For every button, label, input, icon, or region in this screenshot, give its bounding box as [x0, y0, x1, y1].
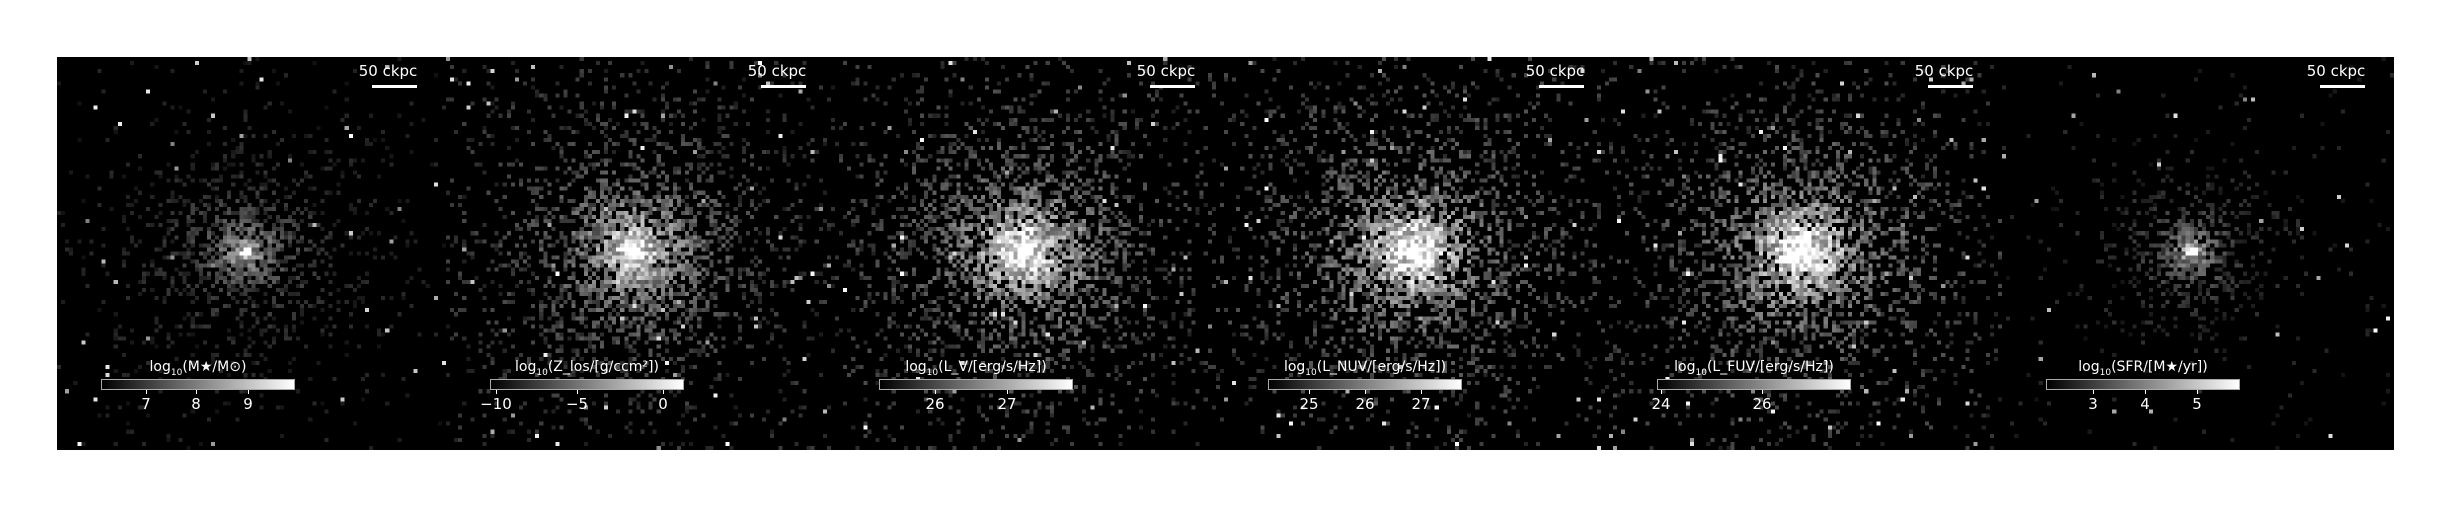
scale-bar-label: 50 ckpc — [1136, 62, 1196, 80]
scale-bar — [761, 85, 806, 88]
colorbar: log10(L_NUV/[erg/s/Hz]) 25 26 27 — [1268, 359, 1462, 419]
colorbar-gradient — [1268, 379, 1462, 390]
stellar-mass-map-panel: 50 ckpc log10(M★/M⊙) 7 8 9 — [57, 57, 446, 450]
scale-bar — [1539, 85, 1584, 88]
v-band-luminosity-map-panel: 50 ckpc log10(L_V/[erg/s/Hz]) 26 27 — [835, 57, 1224, 450]
scale-bar — [1150, 85, 1195, 88]
colorbar-title: log10(L_FUV/[erg/s/Hz]) — [1657, 359, 1851, 378]
colorbar-tick-mark — [248, 390, 249, 394]
colorbar-tick-label: 27 — [997, 395, 1017, 413]
colorbar-tick-mark — [663, 390, 664, 394]
colorbar-tick-mark — [1365, 390, 1366, 394]
scale-bar — [2320, 85, 2365, 88]
colorbar-title-prefix: log — [1674, 359, 1696, 375]
colorbar-tick-label: 26 — [1752, 395, 1772, 413]
colorbar: log10(L_FUV/[erg/s/Hz]) 24 26 — [1651, 359, 1851, 419]
colorbar-tick-mark — [146, 390, 147, 394]
scale-bar-label: 50 ckpc — [747, 62, 807, 80]
colorbar-tick-mark — [2145, 390, 2146, 394]
colorbar-tick-mark — [1309, 390, 1310, 394]
colorbar-title: log10(L_NUV/[erg/s/Hz]) — [1268, 359, 1462, 378]
fuv-luminosity-map-panel: 50 ckpc log10(L_FUV/[erg/s/Hz]) 24 26 — [1613, 57, 2002, 450]
colorbar-tick-label: 0 — [658, 395, 668, 413]
colorbar-tick-mark — [1762, 390, 1763, 394]
colorbar-title-rest: (L_NUV/[erg/s/Hz]) — [1316, 359, 1447, 375]
colorbar-gradient — [2046, 379, 2240, 390]
colorbar-gradient — [101, 379, 295, 390]
colorbar-tick-mark — [577, 390, 578, 394]
colorbar-tick-mark — [1421, 390, 1422, 394]
colorbar-title-rest: (L_FUV/[erg/s/Hz]) — [1706, 359, 1834, 375]
colorbar-gradient — [879, 379, 1073, 390]
colorbar: log10(L_V/[erg/s/Hz]) 26 27 — [879, 359, 1073, 419]
colorbar-tick-mark — [2197, 390, 2198, 394]
colorbar-tick-mark — [1007, 390, 1008, 394]
sfr-map-panel: 50 ckpc log10(SFR/[M★/yr]) 3 4 5 — [2002, 57, 2394, 450]
colorbar-tick-mark — [935, 390, 936, 394]
colorbar-title-subscript: 10 — [1305, 367, 1317, 378]
colorbar-tick-mark — [496, 390, 497, 394]
colorbar-tick-mark — [196, 390, 197, 394]
colorbar-tick-label: 3 — [2088, 395, 2098, 413]
colorbar-title-rest: (SFR/[M★/yr]) — [2111, 359, 2208, 375]
colorbar-title-subscript: 10 — [536, 367, 548, 378]
scale-bar-label: 50 ckpc — [1914, 62, 1974, 80]
colorbar-title-subscript: 10 — [170, 367, 183, 378]
colorbar-title-subscript: 10 — [926, 367, 939, 378]
metallicity-map-panel: 50 ckpc log10(Z_los/[g/ccm²]) −10 −5 0 — [446, 57, 835, 450]
colorbar-tick-label: 7 — [141, 395, 151, 413]
scale-bar-label: 50 ckpc — [358, 62, 418, 80]
colorbar-title: log10(M★/M⊙) — [101, 359, 295, 378]
colorbar-gradient — [490, 379, 684, 390]
scale-bar — [372, 85, 417, 88]
scale-bar — [1928, 85, 1973, 88]
colorbar-tick-mark — [1661, 390, 1662, 394]
colorbar-tick-label: −10 — [480, 395, 512, 413]
colorbar-tick-label: 25 — [1299, 395, 1319, 413]
colorbar-tick-label: 5 — [2192, 395, 2202, 413]
colorbar-tick-label: 8 — [191, 395, 201, 413]
colorbar-title: log10(Z_los/[g/ccm²]) — [490, 359, 684, 378]
colorbar-title-prefix: log — [2078, 359, 2100, 375]
colorbar-title: log10(L_V/[erg/s/Hz]) — [879, 359, 1073, 378]
colorbar-title-rest: (M★/M⊙) — [182, 359, 247, 375]
colorbar-tick-mark — [2093, 390, 2094, 394]
colorbar-title-prefix: log — [515, 359, 537, 375]
colorbar: log10(M★/M⊙) 7 8 9 — [101, 359, 295, 419]
colorbar-title-prefix: log — [905, 359, 927, 375]
colorbar-tick-label: 4 — [2140, 395, 2150, 413]
colorbar: log10(SFR/[M★/yr]) 3 4 5 — [2046, 359, 2240, 419]
colorbar-tick-label: 26 — [925, 395, 945, 413]
colorbar-title: log10(SFR/[M★/yr]) — [2046, 359, 2240, 378]
nuv-luminosity-map-panel: 50 ckpc log10(L_NUV/[erg/s/Hz]) 25 26 27 — [1224, 57, 1613, 450]
colorbar-title-subscript: 10 — [2099, 367, 2112, 378]
colorbar-tick-label: 26 — [1355, 395, 1375, 413]
scale-bar-label: 50 ckpc — [2306, 62, 2366, 80]
colorbar-title-subscript: 10 — [1695, 367, 1707, 378]
colorbar-title-prefix: log — [149, 359, 171, 375]
colorbar-tick-label: −5 — [565, 395, 589, 413]
colorbar-title-rest: (Z_los/[g/ccm²]) — [547, 359, 659, 375]
colorbar-title-rest: (L_V/[erg/s/Hz]) — [938, 359, 1047, 375]
colorbar-tick-label: 9 — [243, 395, 253, 413]
colorbar-tick-label: 27 — [1411, 395, 1431, 413]
colorbar-tick-label: 24 — [1651, 395, 1671, 413]
scale-bar-label: 50 ckpc — [1525, 62, 1585, 80]
colorbar-title-prefix: log — [1283, 359, 1306, 375]
colorbar: log10(Z_los/[g/ccm²]) −10 −5 0 — [480, 359, 684, 419]
colorbar-gradient — [1657, 379, 1851, 390]
